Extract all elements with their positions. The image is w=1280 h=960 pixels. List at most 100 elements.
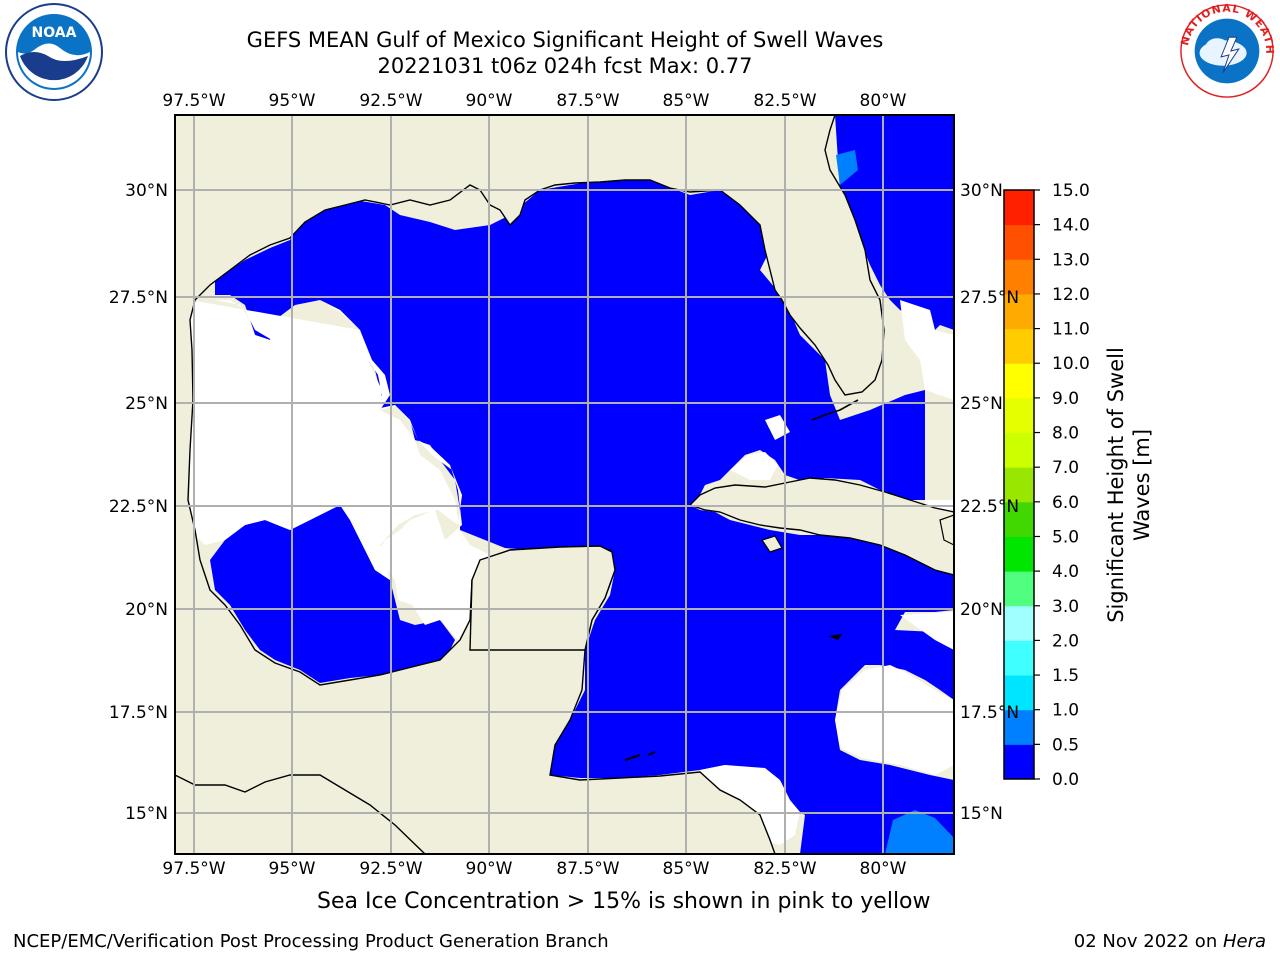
footer-host: Hera bbox=[1222, 931, 1266, 952]
lat-label-right: 22.5°N bbox=[960, 497, 1019, 517]
noaa-logo-icon: NOAA bbox=[5, 3, 103, 101]
lat-label-right: 30°N bbox=[960, 181, 1003, 201]
nodata-patch-caribbean bbox=[835, 665, 954, 775]
map-subtitle: 20221031 t06z 024h fcst Max: 0.77 bbox=[377, 54, 753, 78]
lon-label-bottom: 92.5°W bbox=[359, 859, 422, 879]
map-title: GEFS MEAN Gulf of Mexico Significant Hei… bbox=[246, 28, 884, 52]
colorbar-tick-label: 6.0 bbox=[1052, 493, 1079, 513]
colorbar-band bbox=[1004, 536, 1034, 572]
colorbar-band bbox=[1004, 363, 1034, 399]
footer-credit: NCEP/EMC/Verification Post Processing Pr… bbox=[13, 931, 609, 952]
swell-field-caribbean-hi bbox=[885, 810, 954, 854]
map-gridlines bbox=[175, 115, 954, 854]
map-frame bbox=[174, 114, 955, 855]
land-bay-islands bbox=[624, 751, 656, 761]
lat-label-right: 20°N bbox=[960, 600, 1003, 620]
lon-label-bottom: 95°W bbox=[269, 859, 316, 879]
colorbar-tick-label: 8.0 bbox=[1052, 424, 1079, 444]
lat-label-left: 20°N bbox=[125, 600, 168, 620]
land-jamaica bbox=[828, 634, 842, 640]
colorbar-band bbox=[1004, 744, 1034, 780]
colorbar-band bbox=[1004, 501, 1034, 537]
lat-label-left: 17.5°N bbox=[109, 703, 168, 723]
colorbar-tick-label: 11.0 bbox=[1052, 320, 1090, 340]
colorbar-band bbox=[1004, 293, 1034, 330]
colorbar-tick-label: 7.0 bbox=[1052, 458, 1079, 478]
land-cuba bbox=[688, 477, 954, 576]
lon-label-bottom: 82.5°W bbox=[753, 859, 816, 879]
lat-label-left: 30°N bbox=[125, 181, 168, 201]
land-florida-keys bbox=[811, 399, 859, 421]
land-hispaniola bbox=[939, 514, 954, 546]
nodata-patch-west bbox=[190, 300, 490, 640]
lat-label-right: 27.5°N bbox=[960, 288, 1019, 308]
lon-labels: 97.5°W 95°W 92.5°W 90°W 87.5°W 85°W 82.5… bbox=[162, 91, 906, 879]
colorbar-tick-label: 0.0 bbox=[1052, 770, 1079, 790]
colorbar: 0.0 0.5 1.0 1.5 2.0 3.0 4.0 5.0 6.0 7.0 8.0 9.0 10.0… bbox=[1003, 181, 1090, 790]
land-usa-gulf-coast bbox=[175, 115, 885, 854]
colorbar-band bbox=[1004, 259, 1034, 295]
lat-label-left: 15°N bbox=[125, 804, 168, 824]
land-isle-youth bbox=[761, 535, 783, 553]
lon-label-top: 87.5°W bbox=[556, 91, 619, 111]
colorbar-tick-label: 3.0 bbox=[1052, 597, 1079, 617]
lon-label-top: 95°W bbox=[269, 91, 316, 111]
nodata-patch-cuba bbox=[730, 415, 790, 480]
colorbar-band bbox=[1004, 397, 1034, 434]
swell-field-atlantic-hi bbox=[836, 150, 858, 185]
lat-label-right: 15°N bbox=[960, 804, 1003, 824]
colorbar-tick-label: 5.0 bbox=[1052, 527, 1079, 547]
lat-labels-left: 30°N 27.5°N 25°N 22.5°N 20°N 17.5°N 15°N bbox=[109, 181, 168, 824]
swell-field-gulf bbox=[215, 180, 954, 854]
lon-label-top: 80°W bbox=[860, 91, 907, 111]
colorbar-band bbox=[1004, 709, 1034, 745]
sea-ice-caption: Sea Ice Concentration > 15% is shown in … bbox=[317, 889, 931, 914]
swell-field-bay-of-campeche bbox=[210, 505, 455, 683]
colorbar-band bbox=[1004, 190, 1034, 226]
lat-label-left: 27.5°N bbox=[109, 288, 168, 308]
colorbar-tick-label: 12.0 bbox=[1052, 285, 1090, 305]
colorbar-label: Significant Height of Swell Waves [m] bbox=[1104, 347, 1154, 623]
colorbar-tick-label: 4.0 bbox=[1052, 562, 1079, 582]
colorbar-tick-label: 1.5 bbox=[1052, 666, 1079, 686]
colorbar-frame bbox=[1003, 189, 1035, 780]
lat-label-left: 25°N bbox=[125, 394, 168, 414]
nodata-patch-honduras bbox=[700, 765, 800, 845]
swell-field-atlantic bbox=[835, 115, 954, 335]
colorbar-tick-label: 0.5 bbox=[1052, 735, 1079, 755]
lon-label-bottom: 85°W bbox=[663, 859, 710, 879]
colorbar-tick-label: 2.0 bbox=[1052, 631, 1079, 651]
colorbar-tick-label: 9.0 bbox=[1052, 389, 1079, 409]
lat-label-right: 25°N bbox=[960, 394, 1003, 414]
lon-label-top: 85°W bbox=[663, 91, 710, 111]
colorbar-band bbox=[1004, 467, 1034, 503]
lon-label-bottom: 80°W bbox=[860, 859, 907, 879]
lon-label-top: 82.5°W bbox=[753, 91, 816, 111]
lon-label-bottom: 90°W bbox=[466, 859, 513, 879]
colorbar-label-line2: Waves [m] bbox=[1130, 429, 1154, 541]
colorbar-band bbox=[1004, 605, 1034, 641]
footer-date: 02 Nov 2022 on Hera bbox=[1074, 931, 1266, 952]
nws-logo-icon: NATIONAL WEATHER SERVICE bbox=[1176, 2, 1275, 98]
colorbar-tick-label: 13.0 bbox=[1052, 250, 1090, 270]
lat-label-left: 22.5°N bbox=[109, 497, 168, 517]
colorbar-band bbox=[1004, 640, 1034, 676]
nodata-patch-bahamas bbox=[900, 300, 954, 650]
lon-label-top: 90°W bbox=[466, 91, 513, 111]
lon-label-bottom: 97.5°W bbox=[162, 859, 225, 879]
colorbar-tick-label: 15.0 bbox=[1052, 181, 1090, 201]
colorbar-tick-label: 1.0 bbox=[1052, 701, 1079, 721]
colorbar-tick-label: 10.0 bbox=[1052, 354, 1090, 374]
lon-label-bottom: 87.5°W bbox=[556, 859, 619, 879]
lon-label-top: 92.5°W bbox=[359, 91, 422, 111]
land-yucatan bbox=[469, 545, 616, 651]
lon-label-top: 97.5°W bbox=[162, 91, 225, 111]
colorbar-tick-label: 14.0 bbox=[1052, 216, 1090, 236]
lat-label-right: 17.5°N bbox=[960, 703, 1019, 723]
lat-labels-right: 30°N 27.5°N 25°N 22.5°N 20°N 17.5°N 15°N bbox=[960, 181, 1019, 824]
colorbar-band bbox=[1004, 328, 1034, 364]
colorbar-band bbox=[1004, 675, 1034, 711]
noaa-logo-text: NOAA bbox=[32, 25, 77, 41]
footer-date-text: 02 Nov 2022 on bbox=[1073, 931, 1223, 952]
